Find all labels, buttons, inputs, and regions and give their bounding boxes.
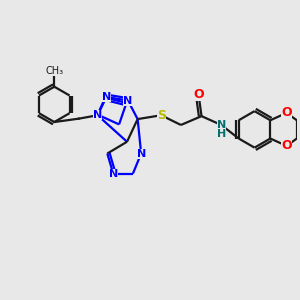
Text: N: N bbox=[93, 110, 102, 120]
Text: H: H bbox=[217, 129, 226, 140]
Text: N: N bbox=[109, 169, 118, 178]
Text: N: N bbox=[217, 120, 226, 130]
Text: S: S bbox=[157, 109, 166, 122]
Text: N: N bbox=[102, 92, 111, 102]
Text: O: O bbox=[193, 88, 204, 101]
Text: O: O bbox=[281, 106, 292, 119]
Text: CH₃: CH₃ bbox=[45, 65, 63, 76]
Text: O: O bbox=[281, 140, 292, 152]
Text: N: N bbox=[123, 95, 133, 106]
Text: N: N bbox=[136, 148, 146, 158]
